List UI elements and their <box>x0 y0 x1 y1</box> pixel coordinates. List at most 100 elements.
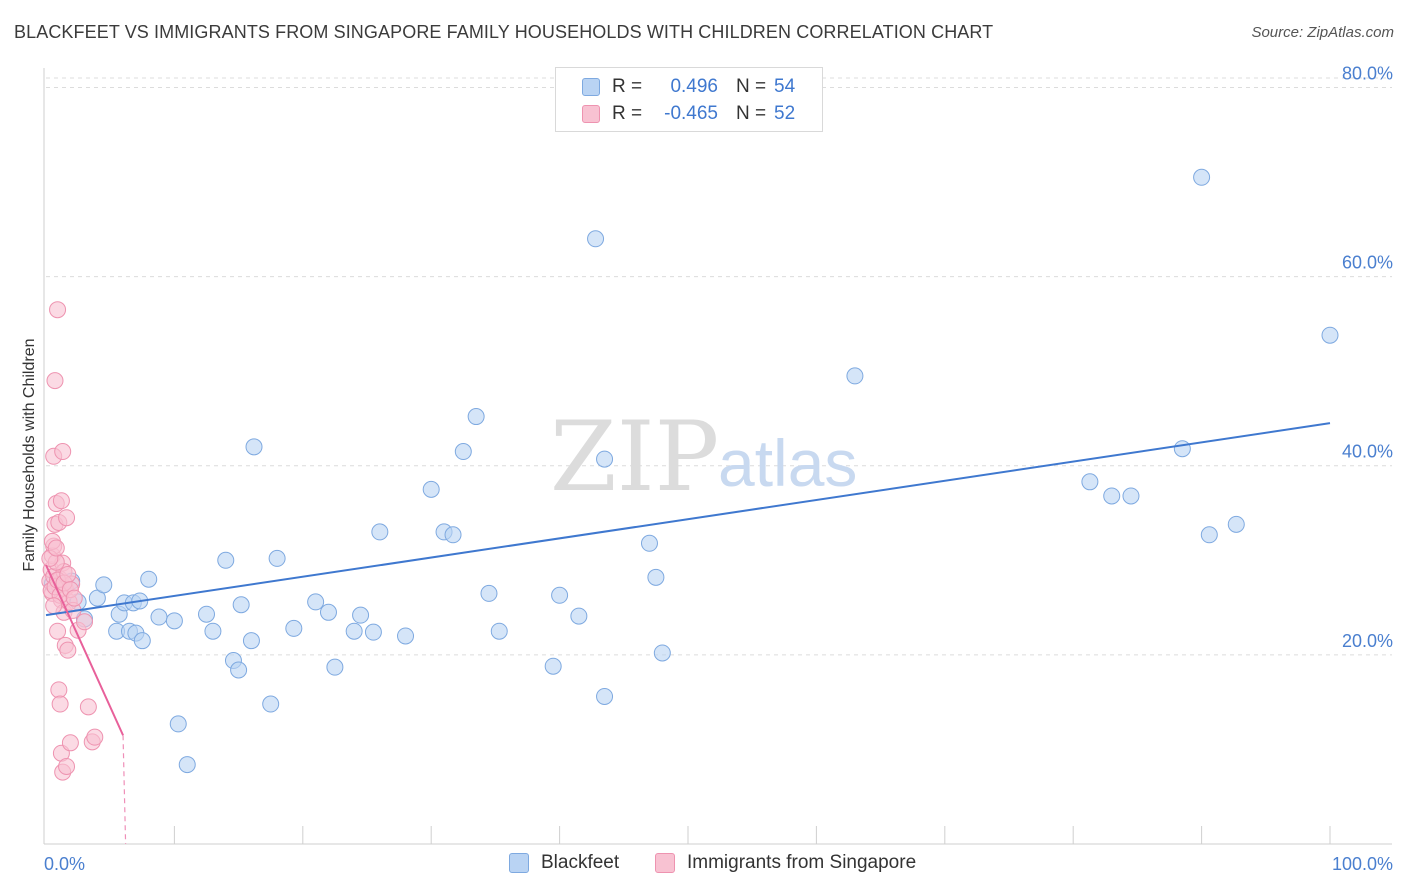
watermark-atlas: atlas <box>718 426 857 500</box>
blackfeet-point <box>444 526 462 544</box>
blackfeet-point <box>198 605 215 623</box>
singapore-point <box>46 372 64 390</box>
blackfeet-point <box>242 632 260 650</box>
blackfeet-point <box>544 657 562 675</box>
series-swatch-blackfeet <box>509 853 529 873</box>
blackfeet-point <box>217 551 235 569</box>
trend-lines <box>45 422 1331 845</box>
blackfeet-point <box>1200 526 1218 544</box>
legend-r-label: R = <box>612 103 643 124</box>
y-tick-label: 40.0% <box>1342 442 1393 462</box>
blackfeet-point <box>95 576 113 594</box>
singapore-point <box>65 589 83 607</box>
legend-n-label: N = <box>736 76 767 97</box>
blackfeet-point <box>1081 473 1099 491</box>
blackfeet-point <box>1321 326 1339 344</box>
grid-lines <box>46 77 1392 656</box>
blackfeet-point <box>169 715 187 733</box>
blackfeet-point <box>326 658 344 676</box>
scatter-points <box>41 168 1339 781</box>
blackfeet-point <box>1122 487 1140 505</box>
blackfeet-point <box>647 568 665 586</box>
legend-n-label: N = <box>736 103 767 124</box>
blackfeet-point <box>551 586 569 604</box>
blackfeet-point <box>1227 515 1245 533</box>
blackfeet-point <box>319 603 337 621</box>
series-legend-blackfeet[interactable]: Blackfeet <box>509 852 619 874</box>
blackfeet-point <box>846 367 864 385</box>
y-axis-label: Family Households with Children <box>21 339 38 572</box>
blackfeet-point <box>454 443 472 461</box>
blackfeet-point <box>307 593 325 611</box>
series-swatch-singapore <box>655 853 675 873</box>
singapore-point <box>47 539 65 557</box>
legend-swatch-blackfeet <box>582 78 600 96</box>
tick-labels: 20.0% 40.0% 60.0% 80.0% 0.0% 100.0% <box>44 63 1393 874</box>
singapore-point <box>52 492 70 510</box>
blackfeet-point <box>165 612 183 630</box>
singapore-point <box>61 734 79 752</box>
blackfeet-point <box>653 644 671 662</box>
singapore-point <box>51 695 69 713</box>
blackfeet-point <box>371 523 389 541</box>
blackfeet-point <box>204 622 222 640</box>
source-label: Source: ZipAtlas.com <box>1251 24 1394 41</box>
blackfeet-point <box>467 408 485 426</box>
legend-r-value: -0.465 <box>664 103 718 124</box>
singapore-point <box>50 681 68 699</box>
blackfeet-point <box>230 661 248 679</box>
blackfeet-point <box>490 622 508 640</box>
blackfeet-point <box>232 596 250 614</box>
singapore-point <box>45 597 63 615</box>
singapore-trend-line <box>45 564 124 736</box>
blackfeet-point <box>422 480 440 498</box>
singapore-point <box>59 641 77 659</box>
legend-n-value: 52 <box>774 103 796 124</box>
blackfeet-point <box>364 623 382 641</box>
blackfeet-point <box>133 632 151 650</box>
y-tick-label: 80.0% <box>1342 63 1393 83</box>
chart-title: BLACKFEET VS IMMIGRANTS FROM SINGAPORE F… <box>14 22 994 42</box>
blackfeet-point <box>262 695 280 713</box>
blackfeet-point <box>1173 440 1191 458</box>
blackfeet-point <box>1193 168 1211 186</box>
blackfeet-point <box>596 450 614 468</box>
blackfeet-point <box>140 570 158 588</box>
blackfeet-point <box>150 608 168 626</box>
blackfeet-point <box>1103 487 1121 505</box>
x-tick-label: 100.0% <box>1332 854 1393 874</box>
singapore-point <box>59 565 77 583</box>
legend-swatch-singapore <box>582 105 600 123</box>
blackfeet-point <box>178 756 196 774</box>
blackfeet-point <box>596 687 614 705</box>
legend-row-singapore: R = -0.465 N = 52 <box>582 102 795 126</box>
blackfeet-point <box>397 627 415 645</box>
blackfeet-trend-line <box>45 422 1331 617</box>
blackfeet-point <box>570 607 588 625</box>
legend-row-blackfeet: R = 0.496 N = 54 <box>582 75 795 99</box>
y-tick-label: 60.0% <box>1342 253 1393 273</box>
singapore-point <box>76 613 94 631</box>
singapore-point <box>49 622 67 640</box>
watermark: ZIP atlas <box>550 401 857 513</box>
correlation-legend: R = 0.496 N = 54 R = -0.465 N = 52 <box>555 67 823 132</box>
legend-n-value: 54 <box>774 76 796 97</box>
blackfeet-point <box>268 549 286 567</box>
legend-r-value: 0.496 <box>670 76 718 97</box>
singapore-point <box>79 698 97 716</box>
blackfeet-point <box>245 438 263 456</box>
blackfeet-point <box>587 230 605 248</box>
singapore-point <box>49 301 67 319</box>
axes <box>43 68 1392 845</box>
singapore-point <box>54 443 72 461</box>
series-legend: Blackfeet Immigrants from Singapore <box>0 852 1406 878</box>
series-legend-singapore[interactable]: Immigrants from Singapore <box>655 852 916 874</box>
legend-r-label: R = <box>612 76 643 97</box>
singapore-point <box>58 509 76 527</box>
y-tick-label: 20.0% <box>1342 631 1393 651</box>
blackfeet-point <box>640 534 658 552</box>
blackfeet-point <box>480 584 498 602</box>
blackfeet-point <box>345 622 363 640</box>
x-tick-label: 0.0% <box>44 854 85 874</box>
